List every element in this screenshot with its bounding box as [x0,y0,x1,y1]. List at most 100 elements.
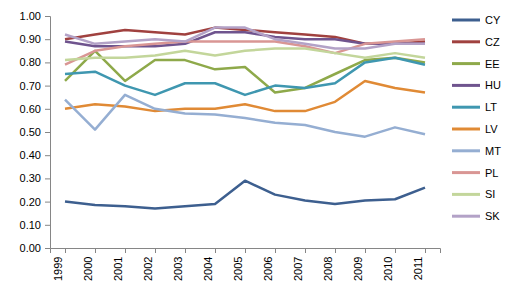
legend: CY CZ EE HU LT LV MT PL SI SK [452,14,501,222]
x-tick-label: 2005 [232,257,244,281]
y-tick-label: 0.70 [20,80,41,92]
y-tick-mark [45,16,50,17]
y-tick-label: 0.40 [20,149,41,161]
x-tick: 2006 [262,248,276,281]
legend-label: SK [485,210,500,222]
x-tick-mark [215,248,216,253]
legend-swatch [452,84,480,87]
x-tick: 2011 [412,248,426,280]
y-tick: 0.90 [20,33,50,45]
y-tick: 0.60 [20,103,50,115]
x-tick: 2007 [292,248,306,281]
y-tick-mark [45,178,50,179]
legend-label: LT [485,101,497,113]
y-tick: 0.40 [20,149,50,161]
y-axis-line [45,17,51,249]
x-tick-label: 2004 [202,257,214,281]
x-tick: 2003 [172,248,186,281]
x-tick-mark [395,248,396,253]
y-tick-mark [45,39,50,40]
legend-label: EE [485,58,500,70]
x-tick-label: 2011 [412,257,424,281]
x-tick: 2004 [202,248,216,281]
y-tick: 0.20 [20,196,50,208]
x-tick-mark [305,248,306,253]
y-tick-label: 1.00 [20,10,41,22]
x-tick-mark [65,248,66,253]
x-tick: 2008 [322,248,336,281]
x-tick-label: 2006 [262,257,274,281]
legend-label: MT [485,145,501,157]
x-tick: 2000 [82,248,96,281]
legend-swatch [452,193,480,196]
legend-swatch [452,106,480,109]
y-tick: 0.30 [20,172,50,184]
y-tick-mark [45,248,50,249]
x-axis: 1999 2000 2001 2002 2003 2004 2005 2006 2007 2008… [51,248,441,281]
x-tick-label: 2010 [382,257,394,281]
legend-label: CZ [485,36,500,48]
y-tick-mark [45,202,50,203]
x-tick-mark [155,248,156,253]
x-tick: 2010 [382,248,396,281]
legend-swatch [452,128,480,131]
y-tick-label: 0.00 [20,242,41,254]
legend-label: PL [485,167,498,179]
x-axis-line [51,249,441,254]
y-tick-mark [45,62,50,63]
y-tick-label: 0.20 [20,196,41,208]
x-tick-mark [425,248,426,253]
legend-swatch [452,40,480,43]
legend-swatch [452,62,480,65]
y-tick-mark [45,109,50,110]
legend-label: LV [485,123,498,135]
x-tick: 2001 [112,248,126,281]
x-tick-mark [365,248,366,253]
series-line [65,28,425,49]
x-tick-label: 2009 [352,257,364,281]
x-tick-mark [245,248,246,253]
legend-swatch [452,215,480,218]
x-tick-label: 2007 [292,257,304,281]
y-tick-label: 0.90 [20,33,41,45]
plot-area [65,28,425,209]
y-tick: 0.80 [20,56,50,68]
x-tick: 2005 [232,248,246,281]
series-line [65,58,425,95]
y-tick: 0.50 [20,126,50,138]
x-tick-label: 2003 [172,257,184,281]
y-tick-label: 0.30 [20,172,41,184]
y-tick-mark [45,155,50,156]
series-line [65,181,425,209]
x-tick-mark [275,248,276,253]
y-tick: 1.00 [20,10,50,22]
x-tick-mark [185,248,186,253]
series-line [65,95,425,137]
y-tick: 0.10 [20,219,50,231]
y-tick-mark [45,86,50,87]
legend-label: CY [485,14,501,26]
legend-label: HU [485,79,501,91]
legend-swatch [452,149,480,152]
chart: 0.00 0.10 0.20 0.30 0.40 0.50 0.60 0.70 0.80 0.90… [0,0,515,300]
y-tick: 0.70 [20,80,50,92]
x-tick-label: 2002 [142,257,154,281]
series-line [65,48,425,60]
y-tick-label: 0.60 [20,103,41,115]
legend-label: SI [485,188,495,200]
y-axis: 0.00 0.10 0.20 0.30 0.40 0.50 0.60 0.70 0.80 0.90… [20,10,51,254]
x-tick-label: 2001 [112,257,124,281]
x-tick-mark [335,248,336,253]
x-tick: 1999 [52,248,66,281]
x-tick-label: 1999 [52,257,64,281]
y-tick-label: 0.10 [20,219,41,231]
y-tick-label: 0.80 [20,56,41,68]
series-line [65,81,425,111]
x-tick: 2009 [352,248,366,281]
y-tick: 0.00 [20,242,50,254]
x-tick: 2002 [142,248,156,281]
legend-swatch [452,19,480,22]
x-tick-label: 2008 [322,257,334,281]
x-tick-label: 2000 [82,257,94,281]
y-tick-label: 0.50 [20,126,41,138]
